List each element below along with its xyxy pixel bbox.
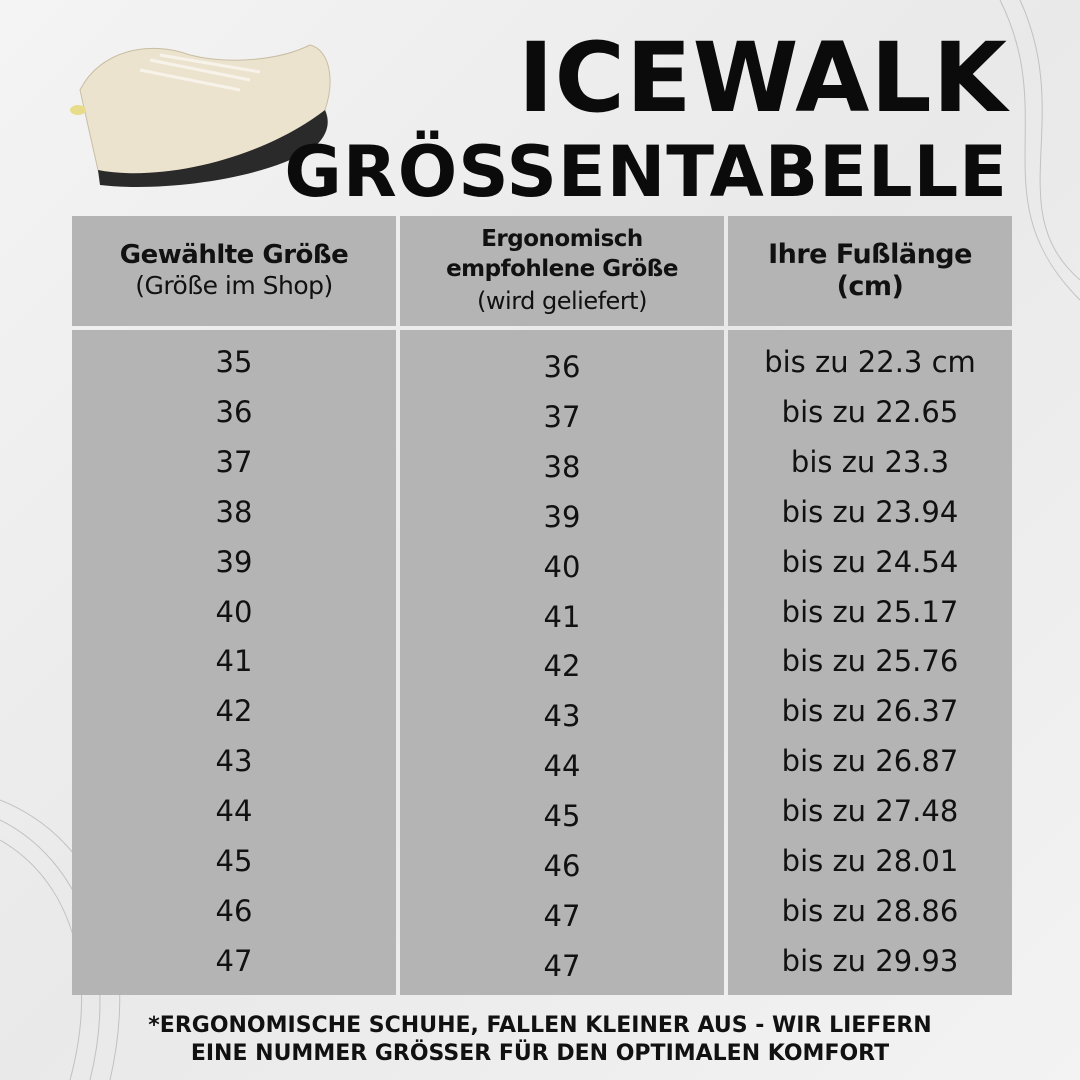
column-foot-length: Ihre Fußlänge (cm) bis zu 22.3 cm bis zu … bbox=[728, 216, 1012, 995]
table-cell: 47 bbox=[543, 898, 581, 933]
table-cell: bis zu 23.94 bbox=[781, 494, 959, 529]
table-cell: bis zu 28.01 bbox=[781, 844, 959, 878]
table-cell: 42 bbox=[543, 649, 581, 684]
header-delivered-size: Ergonomisch empfohlene Größe (wird gelie… bbox=[400, 216, 724, 326]
table-cell: 37 bbox=[543, 399, 581, 434]
body-foot-length: bis zu 22.3 cm bis zu 22.65 bis zu 23.3 bis… bbox=[728, 330, 1012, 995]
table-cell: bis zu 23.3 bbox=[790, 444, 950, 479]
table-cell: 47 bbox=[543, 948, 581, 983]
header-subtitle: (Größe im Shop) bbox=[135, 271, 333, 300]
footer-note: *ERGONOMISCHE SCHUHE, FALLEN KLEINER AUS… bbox=[0, 1012, 1080, 1068]
size-chart-title: GRÖSSENTABELLE bbox=[284, 131, 1008, 213]
size-table: Gewählte Größe (Größe im Shop) 35 36 37 38 3… bbox=[72, 216, 1012, 995]
table-cell: 39 bbox=[543, 499, 581, 534]
column-selected-size: Gewählte Größe (Größe im Shop) 35 36 37 38 3… bbox=[72, 216, 396, 995]
table-cell: 35 bbox=[215, 345, 253, 379]
brand-title: ICEWALK bbox=[517, 22, 1008, 134]
table-cell: bis zu 22.65 bbox=[781, 394, 959, 429]
header-subtitle: (wird geliefert) bbox=[477, 287, 647, 315]
table-cell: 42 bbox=[215, 694, 253, 729]
table-cell: 46 bbox=[215, 893, 253, 928]
table-cell: 41 bbox=[543, 599, 581, 634]
shoe-image bbox=[70, 44, 331, 187]
table-cell: 47 bbox=[215, 943, 253, 978]
table-cell: 39 bbox=[215, 544, 253, 579]
table-cell: bis zu 26.87 bbox=[781, 744, 959, 779]
table-cell: bis zu 27.48 bbox=[781, 794, 959, 829]
table-cell: 44 bbox=[543, 749, 581, 784]
table-cell: 40 bbox=[543, 549, 581, 584]
table-cell: bis zu 26.37 bbox=[781, 694, 959, 729]
table-cell: 46 bbox=[543, 849, 581, 883]
table-cell: bis zu 28.86 bbox=[781, 893, 959, 928]
header-foot-length: Ihre Fußlänge (cm) bbox=[728, 216, 1012, 326]
table-cell: 37 bbox=[215, 444, 253, 479]
table-cell: 44 bbox=[215, 794, 253, 829]
table-cell: 40 bbox=[215, 594, 253, 629]
table-cell: bis zu 29.93 bbox=[781, 943, 959, 978]
table-cell: 38 bbox=[543, 449, 581, 484]
header-title: Gewählte Größe bbox=[119, 240, 349, 270]
table-cell: bis zu 24.54 bbox=[781, 544, 959, 579]
footer-line-1: *ERGONOMISCHE SCHUHE, FALLEN KLEINER AUS… bbox=[148, 1013, 932, 1038]
body-selected-size: 35 36 37 38 39 40 41 42 43 44 45 46 47 bbox=[72, 330, 396, 995]
table-cell: bis zu 25.17 bbox=[781, 594, 959, 629]
table-cell: 43 bbox=[543, 699, 581, 734]
table-cell: 38 bbox=[215, 494, 253, 529]
column-delivered-size: Ergonomisch empfohlene Größe (wird gelie… bbox=[400, 216, 724, 995]
table-cell: 43 bbox=[215, 744, 253, 779]
header-title: Ihre Fußlänge (cm) bbox=[768, 239, 972, 302]
footer-line-2: EINE NUMMER GRÖSSER FÜR DEN OPTIMALEN KO… bbox=[190, 1041, 890, 1066]
body-delivered-size: 36 37 38 39 40 41 42 43 44 45 46 47 47 bbox=[400, 330, 724, 995]
header-selected-size: Gewählte Größe (Größe im Shop) bbox=[72, 216, 396, 326]
table-cell: 45 bbox=[215, 844, 253, 878]
header-title: Ergonomisch empfohlene Größe bbox=[446, 226, 678, 282]
table-cell: 41 bbox=[215, 644, 253, 679]
table-cell: 36 bbox=[215, 394, 253, 429]
table-cell: 45 bbox=[543, 799, 581, 834]
table-cell: 36 bbox=[543, 350, 581, 384]
table-cell: bis zu 25.76 bbox=[781, 644, 959, 679]
table-cell: bis zu 22.3 cm bbox=[764, 345, 976, 379]
